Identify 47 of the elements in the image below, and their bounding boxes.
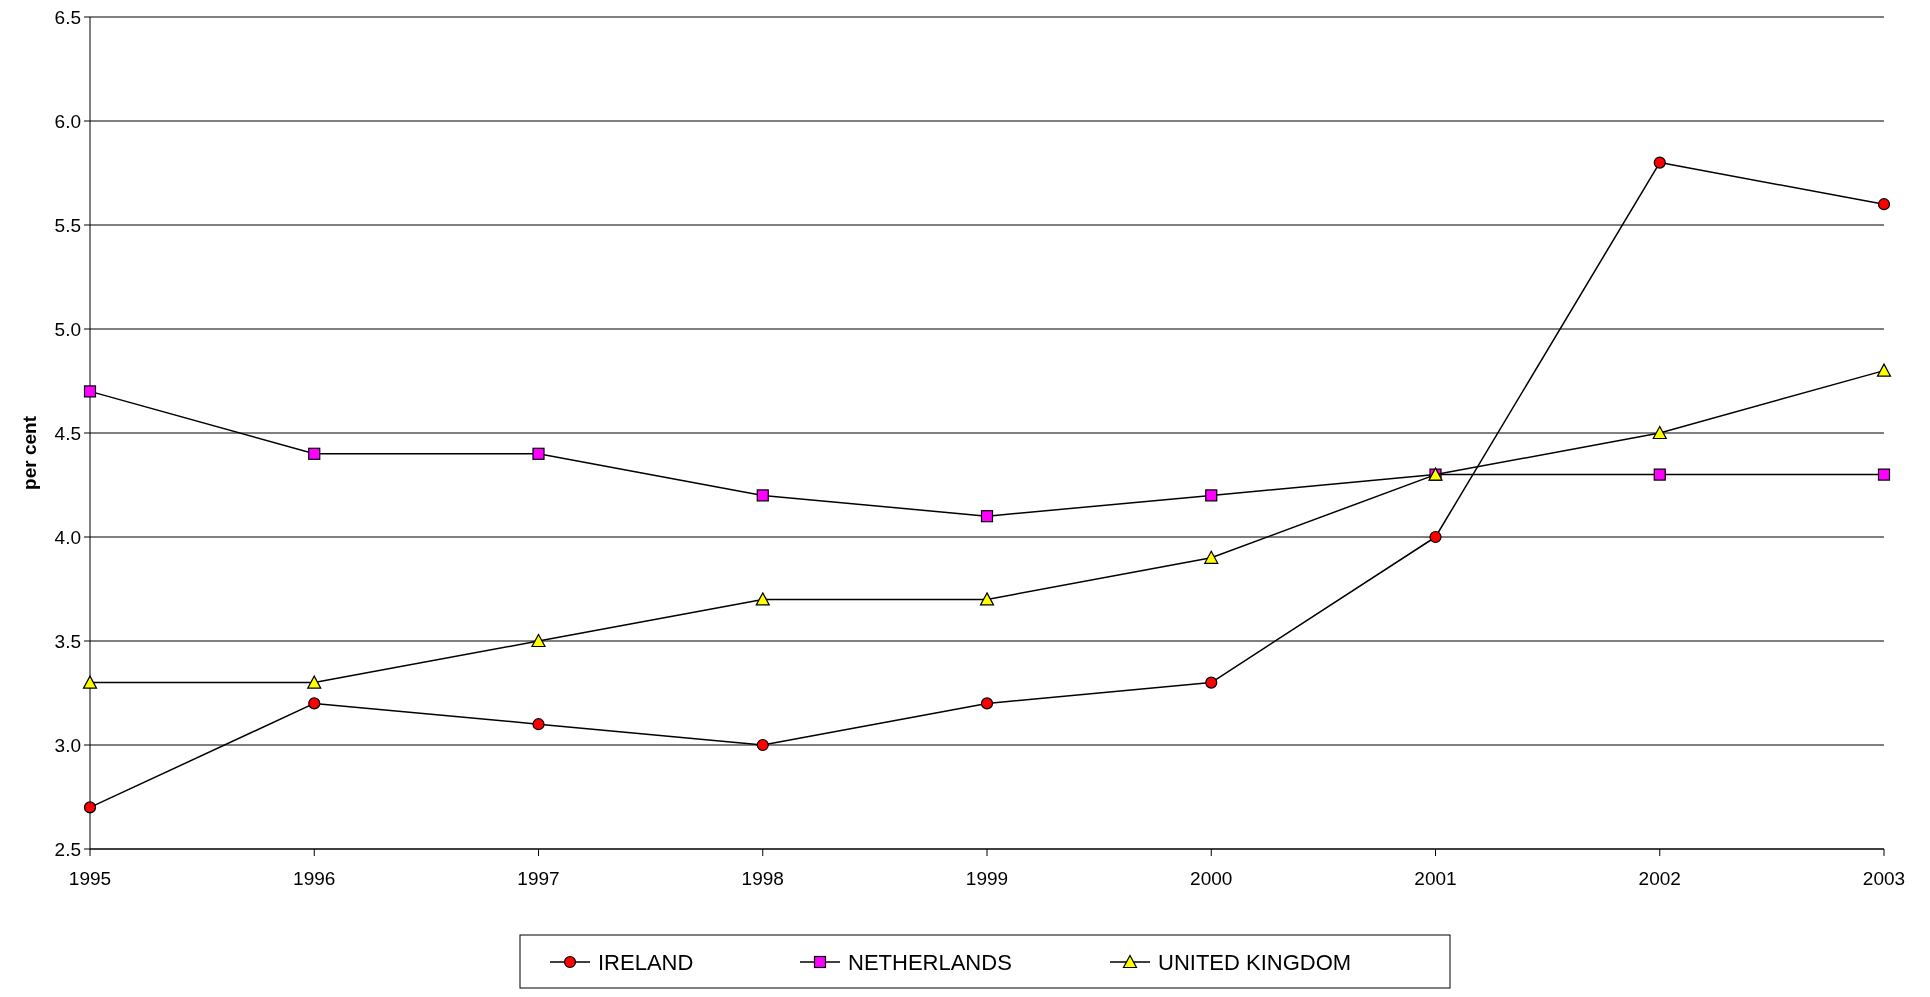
x-tick-label: 2000 xyxy=(1190,868,1233,889)
x-tick-label: 2001 xyxy=(1414,868,1457,889)
y-tick-label: 3.0 xyxy=(54,734,81,756)
point xyxy=(756,489,769,502)
point xyxy=(1429,530,1442,544)
legend-label: IRELAND xyxy=(598,949,694,975)
y-tick-label: 5.5 xyxy=(54,214,81,236)
y-tick-label: 3.5 xyxy=(54,630,81,652)
point xyxy=(980,510,994,523)
point xyxy=(532,718,545,731)
point xyxy=(532,447,545,460)
x-tick-label: 2003 xyxy=(1862,868,1906,889)
point xyxy=(531,633,546,648)
y-tick-label: 6.0 xyxy=(54,110,81,132)
legend-label: UNITED KINGDOM xyxy=(1158,949,1352,975)
legend-label: NETHERLANDS xyxy=(848,949,1012,975)
point xyxy=(308,447,321,460)
point xyxy=(1877,198,1891,211)
y-tick-label: 6.5 xyxy=(54,6,81,28)
point xyxy=(1205,676,1218,689)
point xyxy=(82,675,98,689)
point xyxy=(83,385,97,398)
y-tick-label: 4.5 xyxy=(54,422,81,444)
y-tick-label: 5.0 xyxy=(54,318,81,340)
y-tick-label: 4.0 xyxy=(54,526,81,548)
point xyxy=(979,592,995,606)
point xyxy=(755,592,770,606)
point xyxy=(980,697,994,710)
x-tick-label: 1995 xyxy=(68,868,112,889)
point xyxy=(1877,468,1891,481)
x-tick-label: 1996 xyxy=(293,868,336,889)
point xyxy=(1204,550,1219,564)
point xyxy=(83,801,97,814)
point xyxy=(1653,156,1666,169)
y-axis-title: per cent xyxy=(19,415,40,490)
point xyxy=(308,697,321,710)
x-tick-label: 1999 xyxy=(965,868,1009,889)
y-tick-label: 2.5 xyxy=(54,838,81,860)
point xyxy=(1653,468,1666,481)
x-tick-label: 1997 xyxy=(517,868,560,889)
point xyxy=(1652,425,1667,440)
x-tick-label: 1998 xyxy=(741,868,784,889)
point xyxy=(1876,363,1892,377)
x-tick-label: 2002 xyxy=(1638,868,1681,889)
point xyxy=(307,675,322,689)
point xyxy=(756,738,769,752)
point xyxy=(1205,489,1218,502)
